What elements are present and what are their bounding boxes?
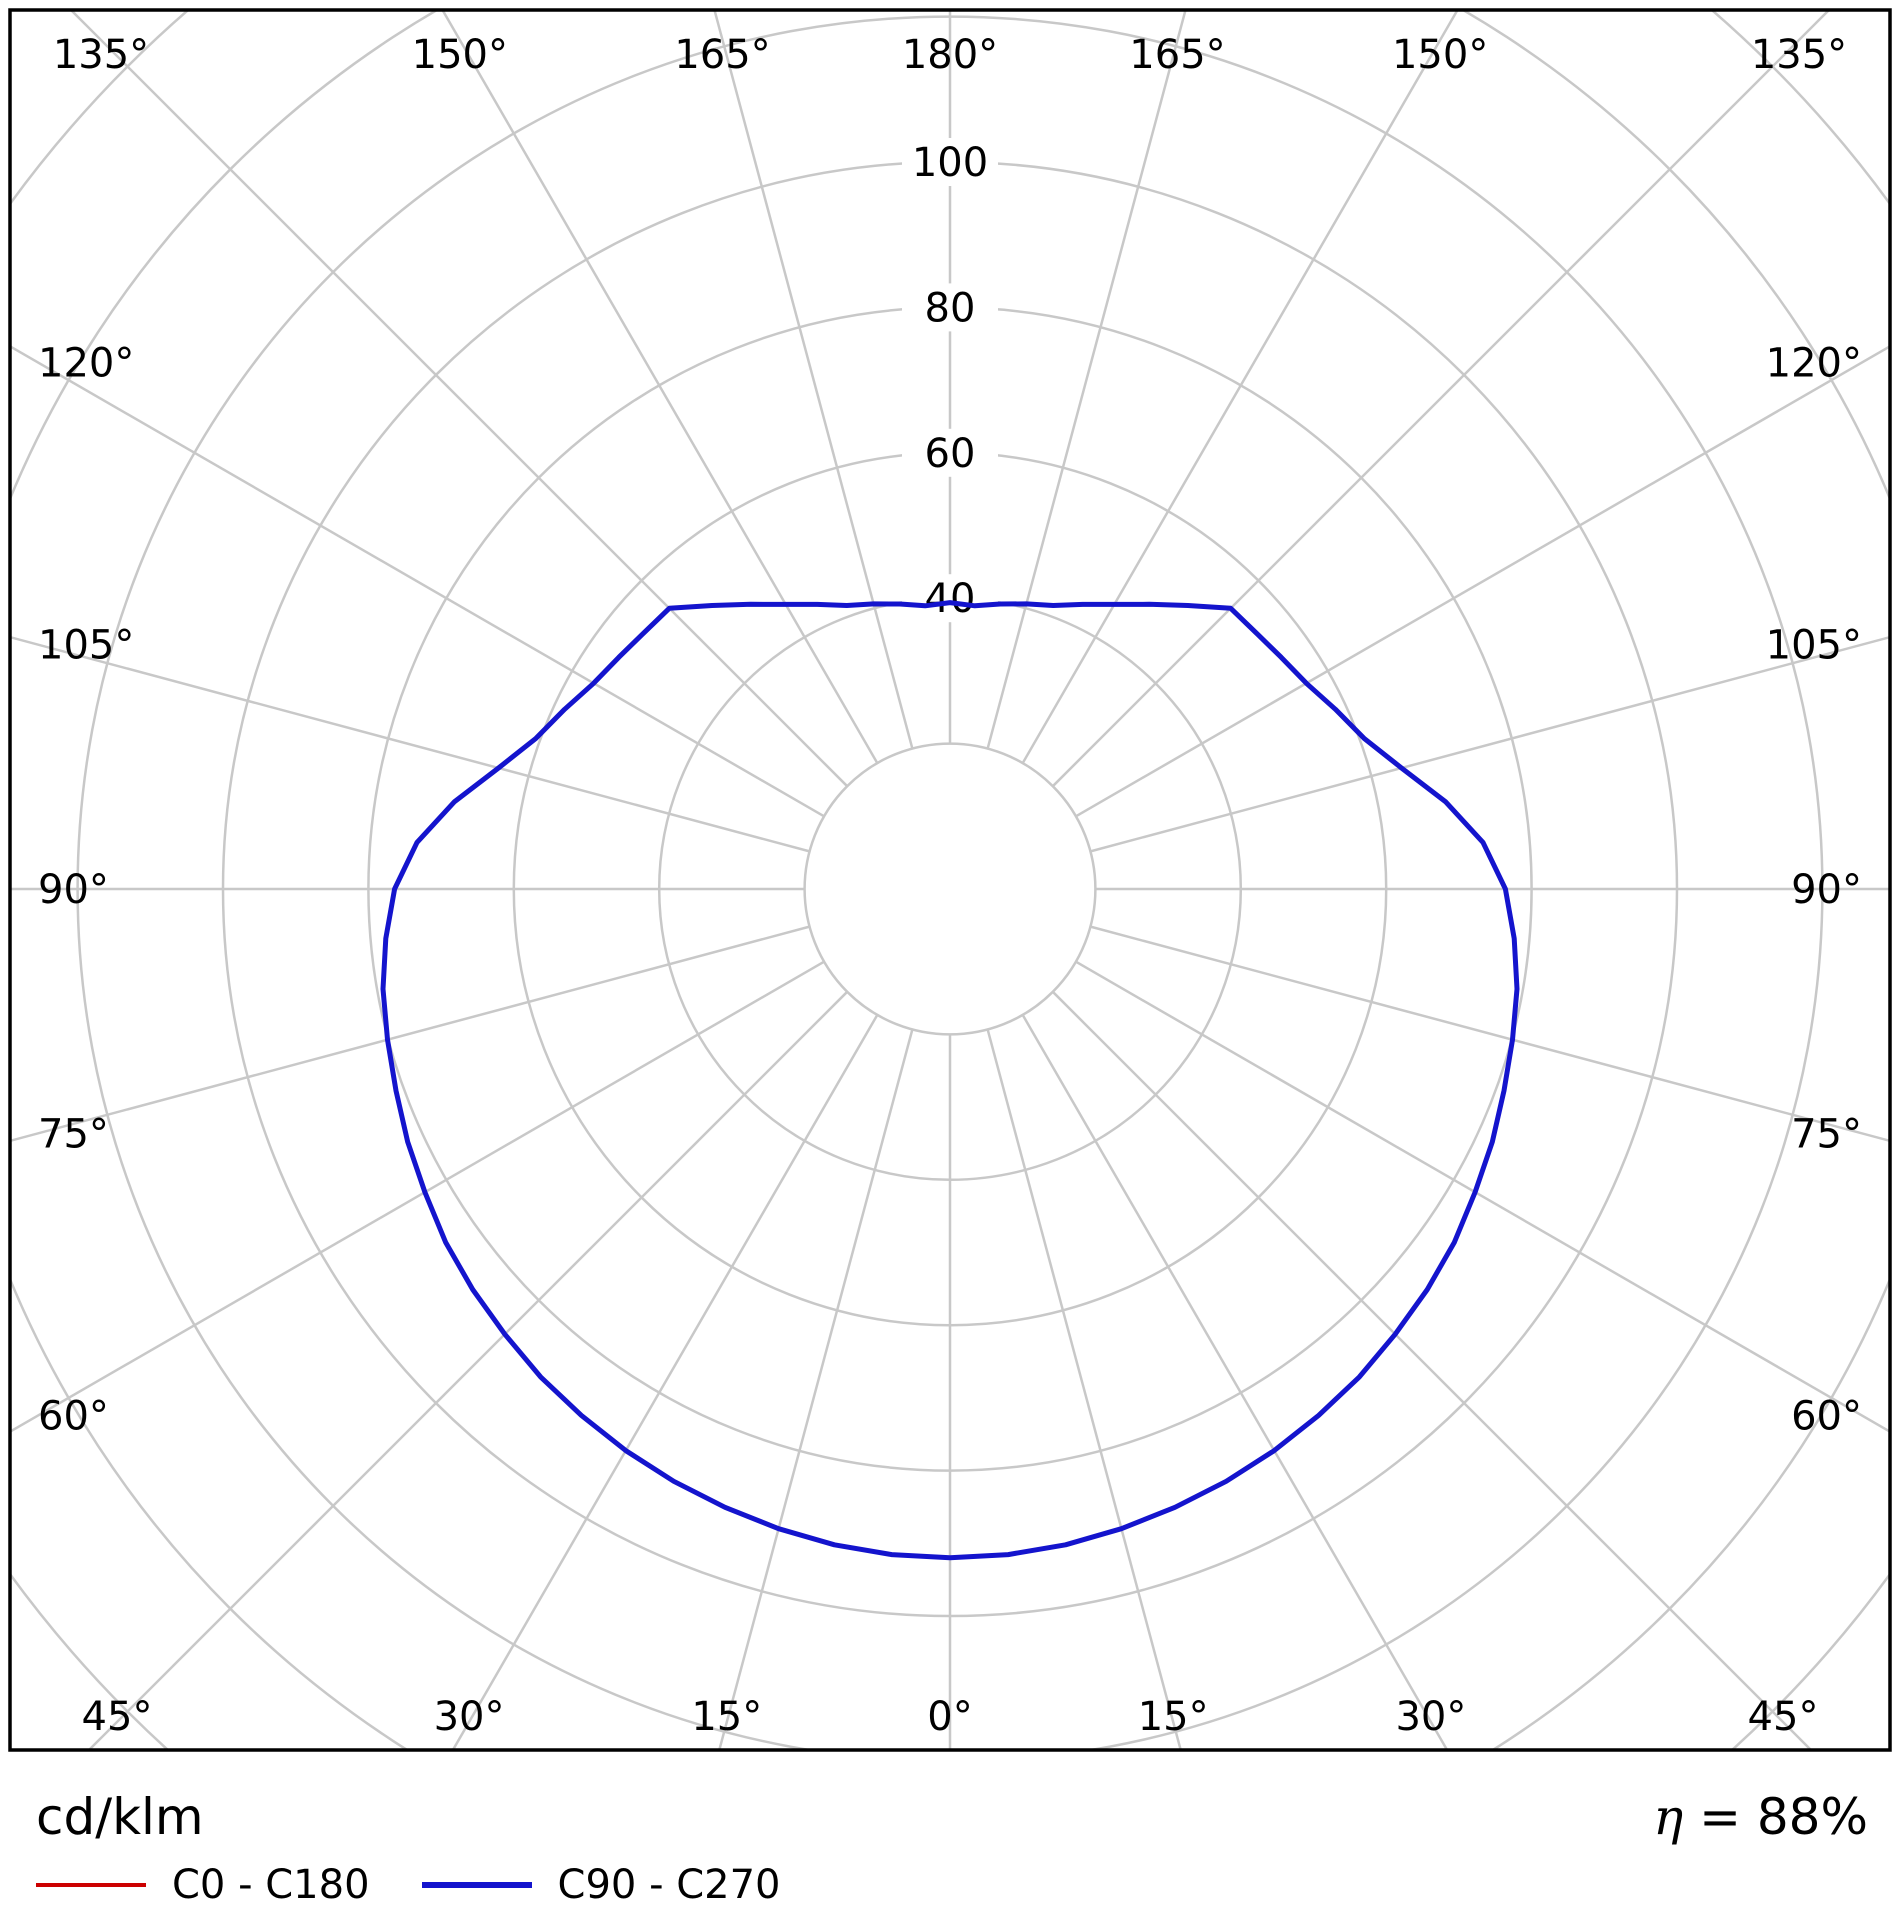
radial-tick-label: 40 — [925, 576, 976, 622]
grid-spoke — [986, 1029, 1182, 1750]
legend-item-c0-c180: C0 - C180 — [36, 1862, 370, 1908]
grid-spoke — [1021, 10, 1459, 764]
angle-label: 45° — [1748, 1694, 1819, 1740]
grid-spoke — [1021, 1014, 1449, 1750]
angle-label: 15° — [691, 1694, 762, 1740]
grid-spoke — [1075, 960, 1890, 1434]
radial-tick-label: 100 — [912, 140, 988, 186]
angle-label: 135° — [53, 32, 149, 78]
angle-label: 165° — [674, 32, 770, 78]
grid-spoke — [1075, 344, 1890, 818]
grid-spoke — [10, 960, 825, 1434]
angle-label: 150° — [1392, 32, 1488, 78]
grid-spoke — [69, 10, 849, 788]
eta-symbol: η — [1653, 1788, 1684, 1846]
angle-label: 0° — [927, 1694, 972, 1740]
grid-spoke — [1090, 635, 1890, 853]
grid-spoke — [718, 1029, 914, 1750]
radial-tick-bg — [902, 283, 998, 332]
grid-spoke — [10, 635, 810, 853]
grid-spoke — [10, 925, 810, 1143]
efficiency-value: = 88% — [1683, 1788, 1868, 1846]
angle-label: 75° — [1791, 1111, 1862, 1157]
angle-label: 135° — [1751, 32, 1847, 78]
grid-spoke — [713, 10, 914, 749]
angle-label: 90° — [1791, 867, 1862, 913]
angle-label: 105° — [38, 623, 134, 669]
units-label: cd/klm — [36, 1788, 204, 1846]
radial-tick-bg — [902, 574, 998, 623]
legend-swatch-c90-c270 — [421, 1882, 532, 1888]
legend-item-c90-c270: C90 - C270 — [421, 1862, 781, 1908]
legend-swatch-c0-c180 — [36, 1883, 146, 1887]
legend-label-c0-c180: C0 - C180 — [172, 1862, 370, 1908]
grid-ring — [803, 742, 1097, 1036]
curve-c90-c270 — [380, 600, 1520, 1561]
angle-label: 75° — [38, 1111, 109, 1157]
angle-label: 30° — [1395, 1694, 1466, 1740]
angle-label: 105° — [1766, 623, 1862, 669]
legend: C0 - C180 C90 - C270 — [36, 1862, 833, 1908]
grid-spoke — [1051, 990, 1813, 1750]
angle-label: 60° — [38, 1394, 109, 1440]
grid-spoke — [441, 10, 879, 764]
grid-spoke — [986, 10, 1187, 749]
grid-spoke — [10, 344, 825, 818]
grid-spoke — [451, 1014, 879, 1750]
polar-chart: 40 60 80 100 0° 15° 15° 30° 30° 45° 45° 60° 60° 75° 75… — [8, 8, 1892, 1752]
grid-spoke — [1090, 925, 1890, 1143]
radial-tick-label: 60 — [925, 431, 976, 477]
radial-tick-bg — [902, 138, 998, 186]
angle-label: 180° — [902, 32, 998, 78]
angle-label: 150° — [412, 32, 508, 78]
angle-label: 30° — [434, 1694, 505, 1740]
efficiency-label: η = 88% — [1653, 1788, 1868, 1846]
legend-label-c90-c270: C90 - C270 — [557, 1862, 781, 1908]
angle-label: 120° — [38, 340, 134, 386]
grid-spoke — [87, 990, 849, 1750]
angle-label: 120° — [1766, 340, 1862, 386]
angle-label: 15° — [1138, 1694, 1209, 1740]
grid-spoke — [1051, 10, 1831, 788]
angle-label: 90° — [38, 867, 109, 913]
radial-tick-bg — [902, 428, 998, 477]
chart-border — [8, 8, 1892, 1752]
radial-tick-label: 80 — [925, 285, 976, 331]
angle-label: 45° — [82, 1694, 153, 1740]
angle-label: 165° — [1129, 32, 1225, 78]
angle-label: 60° — [1791, 1394, 1862, 1440]
